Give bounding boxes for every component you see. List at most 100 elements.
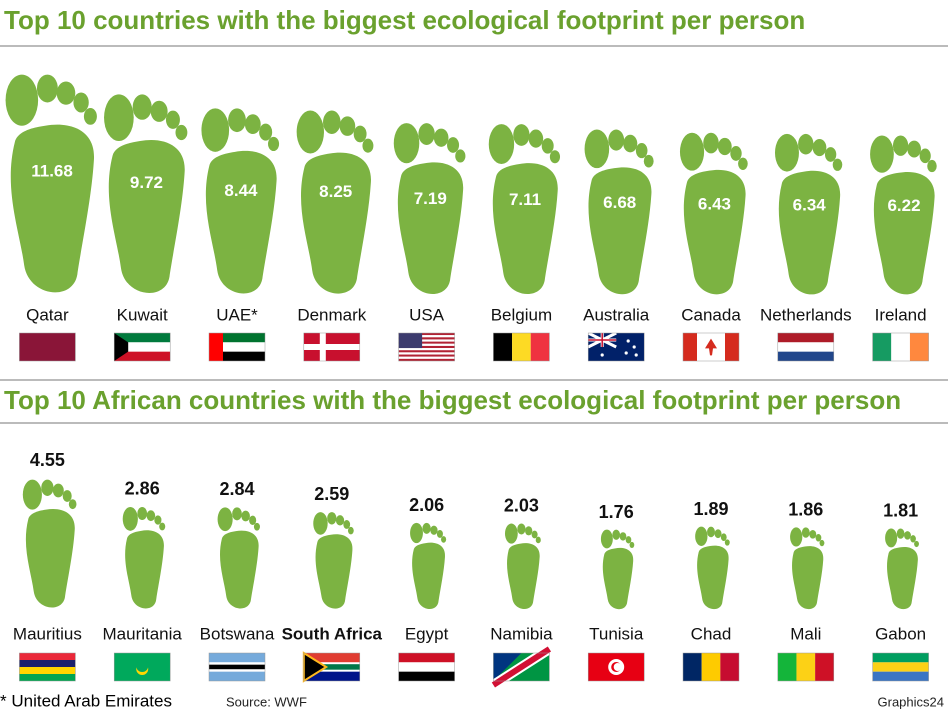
footprint-toe [52, 483, 64, 498]
flag-part [796, 653, 816, 681]
footprint-toe [809, 529, 817, 539]
category-label: Botswana [200, 624, 275, 643]
footprint [774, 133, 843, 295]
flag-part [209, 664, 265, 670]
footprint-toe [253, 522, 260, 531]
footprint-sole [10, 124, 95, 293]
value-label: 4.55 [30, 450, 65, 470]
footprint-toe [296, 110, 324, 154]
footprint-toe [914, 540, 919, 548]
flag-part [872, 671, 929, 681]
category-label: Canada [681, 305, 741, 324]
flag-part [634, 353, 638, 357]
flag-part [209, 671, 265, 681]
category-label: Belgium [491, 305, 552, 324]
footprint-toe [927, 159, 937, 173]
category-label: Kuwait [117, 305, 168, 324]
flag [208, 332, 266, 362]
footprint-toe [433, 128, 449, 147]
footprint-toe [165, 110, 180, 129]
category-label: Denmark [297, 305, 366, 324]
footprint [504, 523, 541, 610]
footprint-toe [232, 507, 242, 521]
source: Source: WWF [226, 694, 307, 709]
footprint-toe [132, 94, 152, 120]
flag-part [872, 662, 929, 672]
footprint [122, 507, 166, 609]
flag-part [303, 662, 360, 665]
value-label: 6.22 [887, 196, 920, 215]
flag-part [624, 351, 628, 355]
value-label: 7.11 [509, 190, 541, 209]
value-label: 7.19 [414, 189, 447, 208]
flag-part [303, 671, 360, 681]
category-label: Mali [790, 624, 821, 643]
flag-part [588, 333, 617, 347]
flag [682, 652, 740, 682]
value-label: 2.59 [314, 484, 349, 504]
flag-part [777, 653, 797, 681]
flag-part [398, 358, 455, 361]
value-label: 2.84 [219, 479, 254, 499]
footprint-toe [5, 74, 39, 126]
footprint-toe [339, 116, 356, 136]
flag-part [209, 333, 265, 343]
footprint-toe [832, 158, 843, 171]
footprint [5, 74, 97, 293]
value-label: 8.44 [224, 181, 258, 200]
flag [777, 652, 835, 682]
category-label: Egypt [405, 624, 449, 643]
flag-part [530, 333, 550, 361]
footprint-toe [625, 536, 632, 544]
footprint [885, 528, 919, 610]
flag-border [303, 332, 361, 362]
footnote: * United Arab Emirates [0, 691, 172, 710]
flag-part [512, 333, 531, 361]
category-label: Netherlands [760, 305, 852, 324]
footprint-toe [608, 129, 625, 151]
flag-part [777, 342, 834, 352]
flag-border [19, 652, 76, 682]
footprint-toe [724, 539, 730, 546]
footprint-toe [798, 133, 814, 155]
flag-part [114, 333, 129, 361]
value-label: 9.72 [130, 173, 163, 192]
category-label: Mauritania [103, 624, 183, 643]
flag-part [398, 352, 455, 355]
footprint-sole [125, 530, 164, 609]
value-label: 2.86 [125, 479, 160, 499]
footprint-toe [679, 132, 705, 171]
footprint-toe [154, 515, 162, 525]
flag-part [398, 337, 455, 340]
flag [113, 332, 171, 362]
flag-part [891, 333, 910, 361]
footprint-toe [528, 129, 544, 148]
footprint-sole [301, 152, 371, 294]
chart-title: Top 10 countries with the biggest ecolog… [4, 5, 805, 35]
footprint-toe [56, 81, 76, 105]
footprint-toe [531, 530, 538, 539]
footprint-toe [430, 525, 438, 535]
footprint [410, 522, 447, 609]
category-label: South Africa [282, 624, 383, 643]
flag-part [777, 333, 834, 343]
footprint-toe [623, 134, 638, 153]
footprint-sole [602, 547, 634, 610]
flag-part [720, 653, 739, 681]
footprint-toe [122, 507, 138, 531]
footprint-toe [327, 512, 337, 525]
footprint-toe [241, 510, 250, 522]
flag-border [587, 652, 645, 682]
flag-part [303, 344, 360, 350]
flag-part [209, 669, 265, 672]
footprint [296, 110, 374, 294]
footprint-toe [892, 135, 909, 156]
footprint-toe [422, 522, 431, 534]
footprint-toe [824, 147, 837, 162]
flag [490, 644, 553, 690]
flag-part [398, 354, 455, 357]
footprint-toe [703, 132, 719, 154]
footprint-toe [455, 149, 466, 163]
footprint-toe [612, 529, 621, 540]
flag [587, 652, 645, 682]
